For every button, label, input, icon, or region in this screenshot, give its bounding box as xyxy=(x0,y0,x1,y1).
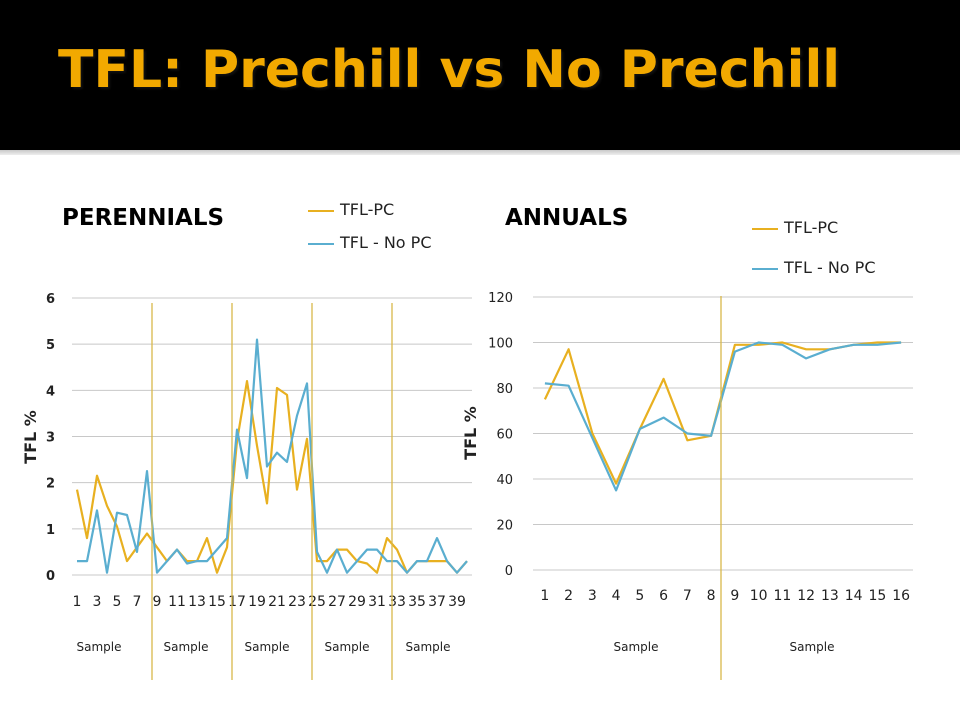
x-tick-label: 6 xyxy=(659,588,668,604)
y-tick-label: 3 xyxy=(46,431,55,446)
x-tick-label: 5 xyxy=(635,588,644,604)
y-tick-label: 60 xyxy=(496,428,513,443)
x-tick-label: 31 xyxy=(368,594,386,610)
x-tick-label: 1 xyxy=(73,594,82,610)
y-tick-label: 0 xyxy=(46,569,55,584)
sample-group-label: Sample xyxy=(164,640,209,654)
legend-swatch-pc xyxy=(308,209,334,212)
x-tick-label: 13 xyxy=(821,588,839,604)
x-tick-label: 8 xyxy=(707,588,716,604)
y-tick-label: 6 xyxy=(46,292,55,307)
perennials-legend-pc: TFL-PC xyxy=(308,200,394,219)
legend-swatch-nopc xyxy=(752,267,778,270)
y-tick-label: 5 xyxy=(46,338,55,353)
x-tick-label: 15 xyxy=(208,594,226,610)
x-tick-label: 29 xyxy=(348,594,366,610)
legend-swatch-nopc xyxy=(308,242,334,245)
x-tick-label: 4 xyxy=(612,588,621,604)
sample-group-label: Sample xyxy=(77,640,122,654)
x-tick-label: 12 xyxy=(797,588,815,604)
x-tick-label: 11 xyxy=(773,588,791,604)
x-tick-label: 10 xyxy=(750,588,768,604)
x-tick-label: 1 xyxy=(540,588,549,604)
y-axis-title: TFL % xyxy=(461,406,480,460)
x-tick-label: 16 xyxy=(892,588,910,604)
y-tick-label: 80 xyxy=(496,382,513,397)
x-tick-label: 23 xyxy=(288,594,306,610)
series-line-tfl-no-pc xyxy=(544,341,902,492)
series-line-tfl-pc xyxy=(543,341,902,485)
x-tick-label: 2 xyxy=(564,588,573,604)
y-tick-label: 40 xyxy=(496,473,513,488)
x-tick-label: 17 xyxy=(228,594,246,610)
legend-swatch-pc xyxy=(752,227,778,230)
x-tick-label: 19 xyxy=(248,594,266,610)
title-bar xyxy=(0,0,960,150)
sample-group-label: Sample xyxy=(325,640,370,654)
x-tick-label: 9 xyxy=(730,588,739,604)
x-tick-label: 9 xyxy=(153,594,162,610)
sample-group-label: Sample xyxy=(406,640,451,654)
x-tick-label: 14 xyxy=(845,588,863,604)
y-tick-label: 4 xyxy=(46,384,55,399)
y-tick-label: 20 xyxy=(496,519,513,534)
x-tick-label: 27 xyxy=(328,594,346,610)
legend-label: TFL - No PC xyxy=(340,233,432,252)
x-tick-label: 33 xyxy=(388,594,406,610)
y-tick-label: 0 xyxy=(505,564,513,579)
legend-label: TFL-PC xyxy=(340,200,395,219)
x-tick-label: 35 xyxy=(408,594,426,610)
x-tick-label: 11 xyxy=(168,594,186,610)
x-tick-label: 13 xyxy=(188,594,206,610)
x-tick-label: 25 xyxy=(308,594,326,610)
annuals-chart-title: ANNUALS xyxy=(505,205,629,231)
x-tick-label: 5 xyxy=(113,594,122,610)
x-tick-label: 3 xyxy=(588,588,597,604)
annuals-legend-nopc: TFL - No PC xyxy=(752,258,876,277)
sample-group-label: Sample xyxy=(790,640,835,654)
slide-title: TFL: Prechill vs No Prechill xyxy=(58,40,841,100)
sample-group-label: Sample xyxy=(614,640,659,654)
sample-group-label: Sample xyxy=(245,640,290,654)
annuals-legend-pc: TFL-PC xyxy=(752,218,838,237)
x-tick-label: 7 xyxy=(133,594,142,610)
y-axis-title: TFL % xyxy=(21,410,40,464)
perennials-legend-nopc: TFL - No PC xyxy=(308,233,432,252)
x-tick-label: 37 xyxy=(428,594,446,610)
legend-label: TFL-PC xyxy=(784,218,839,237)
x-tick-label: 21 xyxy=(268,594,286,610)
x-tick-label: 7 xyxy=(683,588,692,604)
x-tick-label: 15 xyxy=(868,588,886,604)
x-tick-label: 3 xyxy=(93,594,102,610)
y-tick-label: 120 xyxy=(488,291,513,306)
series-line-tfl-no-pc xyxy=(77,338,468,574)
y-tick-label: 100 xyxy=(488,337,513,352)
legend-label: TFL - No PC xyxy=(784,258,876,277)
y-tick-label: 2 xyxy=(46,477,55,492)
series-line-tfl-pc xyxy=(75,380,468,574)
perennials-chart-title: PERENNIALS xyxy=(62,205,225,231)
y-tick-label: 1 xyxy=(46,523,55,538)
x-tick-label: 39 xyxy=(448,594,466,610)
title-divider xyxy=(0,150,960,155)
